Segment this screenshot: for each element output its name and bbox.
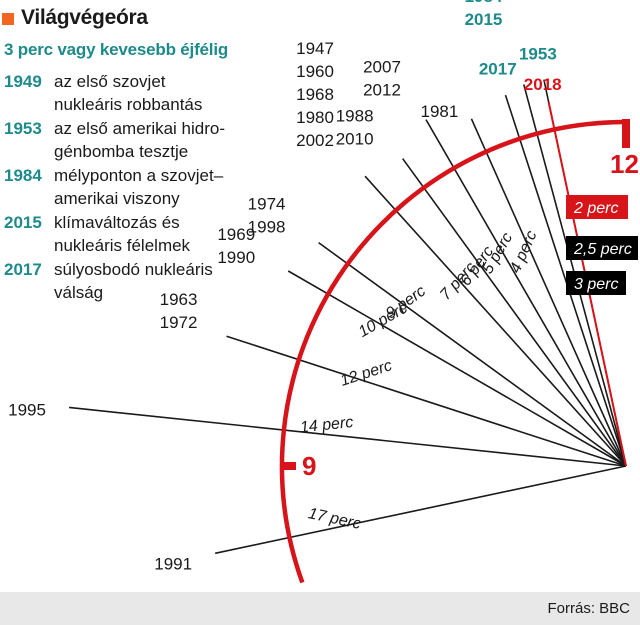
year-label: 1974 bbox=[248, 195, 286, 214]
legend-year: 1953 bbox=[4, 119, 42, 138]
source-credit: Forrás: BBC bbox=[547, 600, 630, 617]
year-label: 2018 bbox=[524, 75, 562, 94]
year-label: 1991 bbox=[154, 554, 192, 573]
minute-line bbox=[504, 94, 627, 467]
minute-lines bbox=[68, 79, 627, 555]
legend-item: 2017 súlyosbodó nukleáris válság bbox=[4, 258, 284, 304]
year-label: 1988 bbox=[336, 107, 374, 126]
legend-text: klímaváltozás és nukleáris félelmek bbox=[54, 213, 191, 255]
year-label: 1968 bbox=[296, 85, 334, 104]
year-labels: 1991 1995 1963 1972 1969 1990 1974 1998 1947 1960… bbox=[8, 0, 561, 573]
minutes-box-label: 2 perc bbox=[573, 200, 618, 217]
legend-item: 1984 mélyponton a szovjet–amerikai viszo… bbox=[4, 164, 284, 210]
minutes-box: 2 perc bbox=[566, 195, 628, 219]
year-label: 1980 bbox=[296, 108, 334, 127]
year-label: 1995 bbox=[8, 400, 46, 419]
minute-label: 17 perc bbox=[307, 505, 363, 533]
legend-text: mélyponton a szovjet–amerikai viszony bbox=[54, 166, 224, 208]
legend-year: 1984 bbox=[4, 166, 42, 185]
minutes-box-bg bbox=[566, 271, 626, 295]
legend-year: 1949 bbox=[4, 72, 42, 91]
clock-arc bbox=[279, 119, 627, 584]
page-title: Világvégeóra bbox=[21, 6, 148, 29]
legend-item: 1949 az első szovjet nukleáris robbantás bbox=[4, 70, 284, 116]
minute-line bbox=[68, 406, 627, 467]
legend-year: 2017 bbox=[4, 260, 42, 279]
minutes-box-bg bbox=[566, 236, 638, 260]
legend-text: az első szovjet nukleáris robbantás bbox=[54, 72, 203, 114]
clock-diagram: 12 9 2 perc 2,5 perc 3 perc 17 perc 14 pe… bbox=[8, 0, 639, 584]
minute-line bbox=[401, 158, 627, 467]
legend-item: 2015 klímaváltozás és nukleáris félelmek bbox=[4, 211, 284, 257]
minutes-box-bg bbox=[566, 195, 628, 219]
year-label: 1947 bbox=[296, 39, 334, 58]
subtitle: 3 perc vagy kevesebb éjfélig bbox=[4, 40, 229, 59]
label-12: 12 bbox=[610, 149, 639, 179]
title-block: Világvégeóra bbox=[2, 4, 148, 32]
year-label: 1972 bbox=[160, 313, 198, 332]
minute-line bbox=[470, 118, 627, 467]
year-label: 1990 bbox=[217, 248, 255, 267]
legend: 1949 az első szovjet nukleáris robbantás… bbox=[4, 70, 284, 305]
minute-line bbox=[287, 270, 627, 467]
minutes-box: 2,5 perc bbox=[566, 236, 638, 260]
minute-line bbox=[318, 241, 627, 467]
year-label: 2015 bbox=[465, 10, 503, 29]
minute-line bbox=[215, 465, 627, 555]
legend-item: 1953 az első amerikai hidro-génbomba tes… bbox=[4, 117, 284, 163]
year-label: 1960 bbox=[296, 62, 334, 81]
minutes-box-label: 2,5 perc bbox=[573, 241, 632, 258]
minute-label: 4 perc bbox=[507, 228, 541, 276]
footer-bar: Forrás: BBC bbox=[0, 592, 640, 625]
year-label: 1998 bbox=[248, 218, 286, 237]
minutes-box: 3 perc bbox=[566, 271, 626, 295]
legend-year: 2015 bbox=[4, 213, 42, 232]
year-label: 2010 bbox=[336, 130, 374, 149]
minute-label: 14 perc bbox=[299, 414, 354, 436]
year-label: 2007 bbox=[363, 58, 401, 77]
year-label: 1963 bbox=[160, 290, 198, 309]
minute-label: 12 perc bbox=[338, 357, 394, 390]
legend-text: az első amerikai hidro-génbomba tesztje bbox=[54, 119, 226, 161]
title-accent-square bbox=[2, 13, 14, 25]
minute-line bbox=[425, 119, 627, 467]
minutes-box-label: 3 perc bbox=[574, 276, 618, 293]
legend-text: súlyosbodó nukleáris válság bbox=[54, 260, 213, 302]
year-label: 1969 bbox=[217, 225, 255, 244]
year-label: 1953 bbox=[519, 45, 557, 64]
minute-line bbox=[364, 175, 627, 467]
label-9: 9 bbox=[302, 451, 316, 481]
minute-line bbox=[226, 335, 627, 467]
year-label: 2012 bbox=[363, 81, 401, 100]
year-label: 2002 bbox=[296, 131, 334, 150]
year-label: 2017 bbox=[479, 59, 517, 78]
year-label: 1981 bbox=[421, 102, 459, 121]
year-label: 1984 bbox=[465, 0, 503, 6]
